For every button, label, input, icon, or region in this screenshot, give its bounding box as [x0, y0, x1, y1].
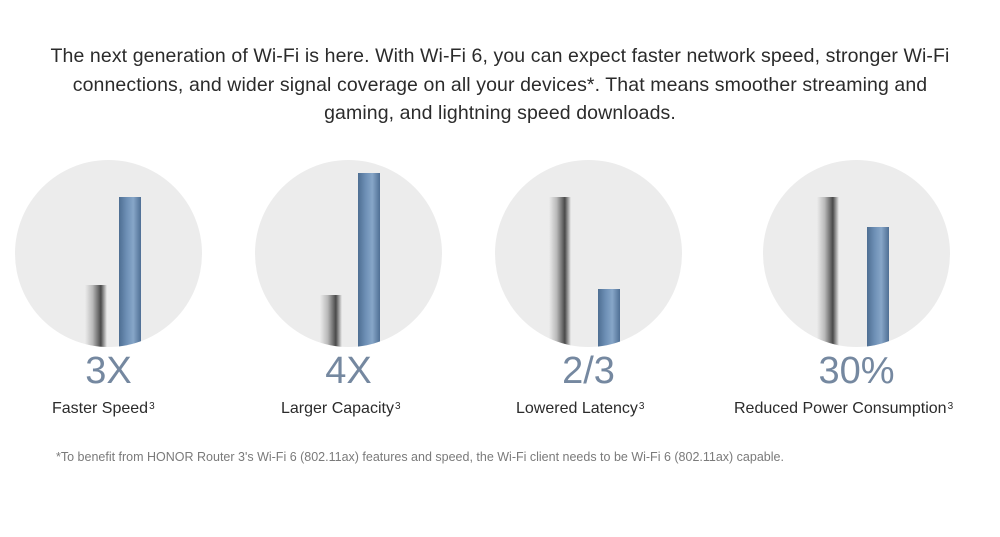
feature-caption: Lowered Latency3 — [516, 398, 644, 420]
wifi6-bar — [867, 227, 889, 347]
feature-label: Reduced Power Consumption — [734, 400, 947, 417]
feature-caption: Faster Speed3 — [52, 398, 155, 420]
feature-label: Faster Speed — [52, 400, 149, 417]
wifi5-bar — [817, 197, 839, 347]
wifi6-bar — [598, 289, 620, 347]
footnote-ref: 3 — [394, 401, 401, 412]
wifi6-bar — [119, 197, 141, 347]
wifi5-bar — [320, 295, 342, 347]
feature-caption: Larger Capacity3 — [281, 398, 401, 420]
wifi5-bar — [85, 285, 107, 347]
feature-label: Lowered Latency — [516, 400, 638, 417]
footnote-ref: 3 — [149, 401, 155, 412]
footnote-ref: 3 — [947, 401, 954, 412]
feature-caption: Reduced Power Consumption3 — [734, 398, 953, 420]
stat-value: 30% — [818, 350, 895, 392]
bar-comparison-graphic — [763, 160, 950, 347]
stat-value: 2/3 — [562, 350, 615, 392]
wifi5-bar — [549, 197, 571, 347]
feature-label: Larger Capacity — [281, 400, 394, 417]
wifi6-bar — [358, 173, 380, 347]
bar-comparison-graphic — [15, 160, 202, 347]
intro-text: The next generation of Wi-Fi is here. Wi… — [50, 45, 950, 124]
stat-value: 3X — [85, 350, 132, 392]
footnote-ref: 3 — [638, 401, 645, 412]
footnote: *To benefit from HONOR Router 3's Wi-Fi … — [56, 450, 784, 464]
bar-comparison-graphic — [495, 160, 682, 347]
bar-comparison-graphic — [255, 160, 442, 347]
stat-value: 4X — [325, 350, 372, 392]
